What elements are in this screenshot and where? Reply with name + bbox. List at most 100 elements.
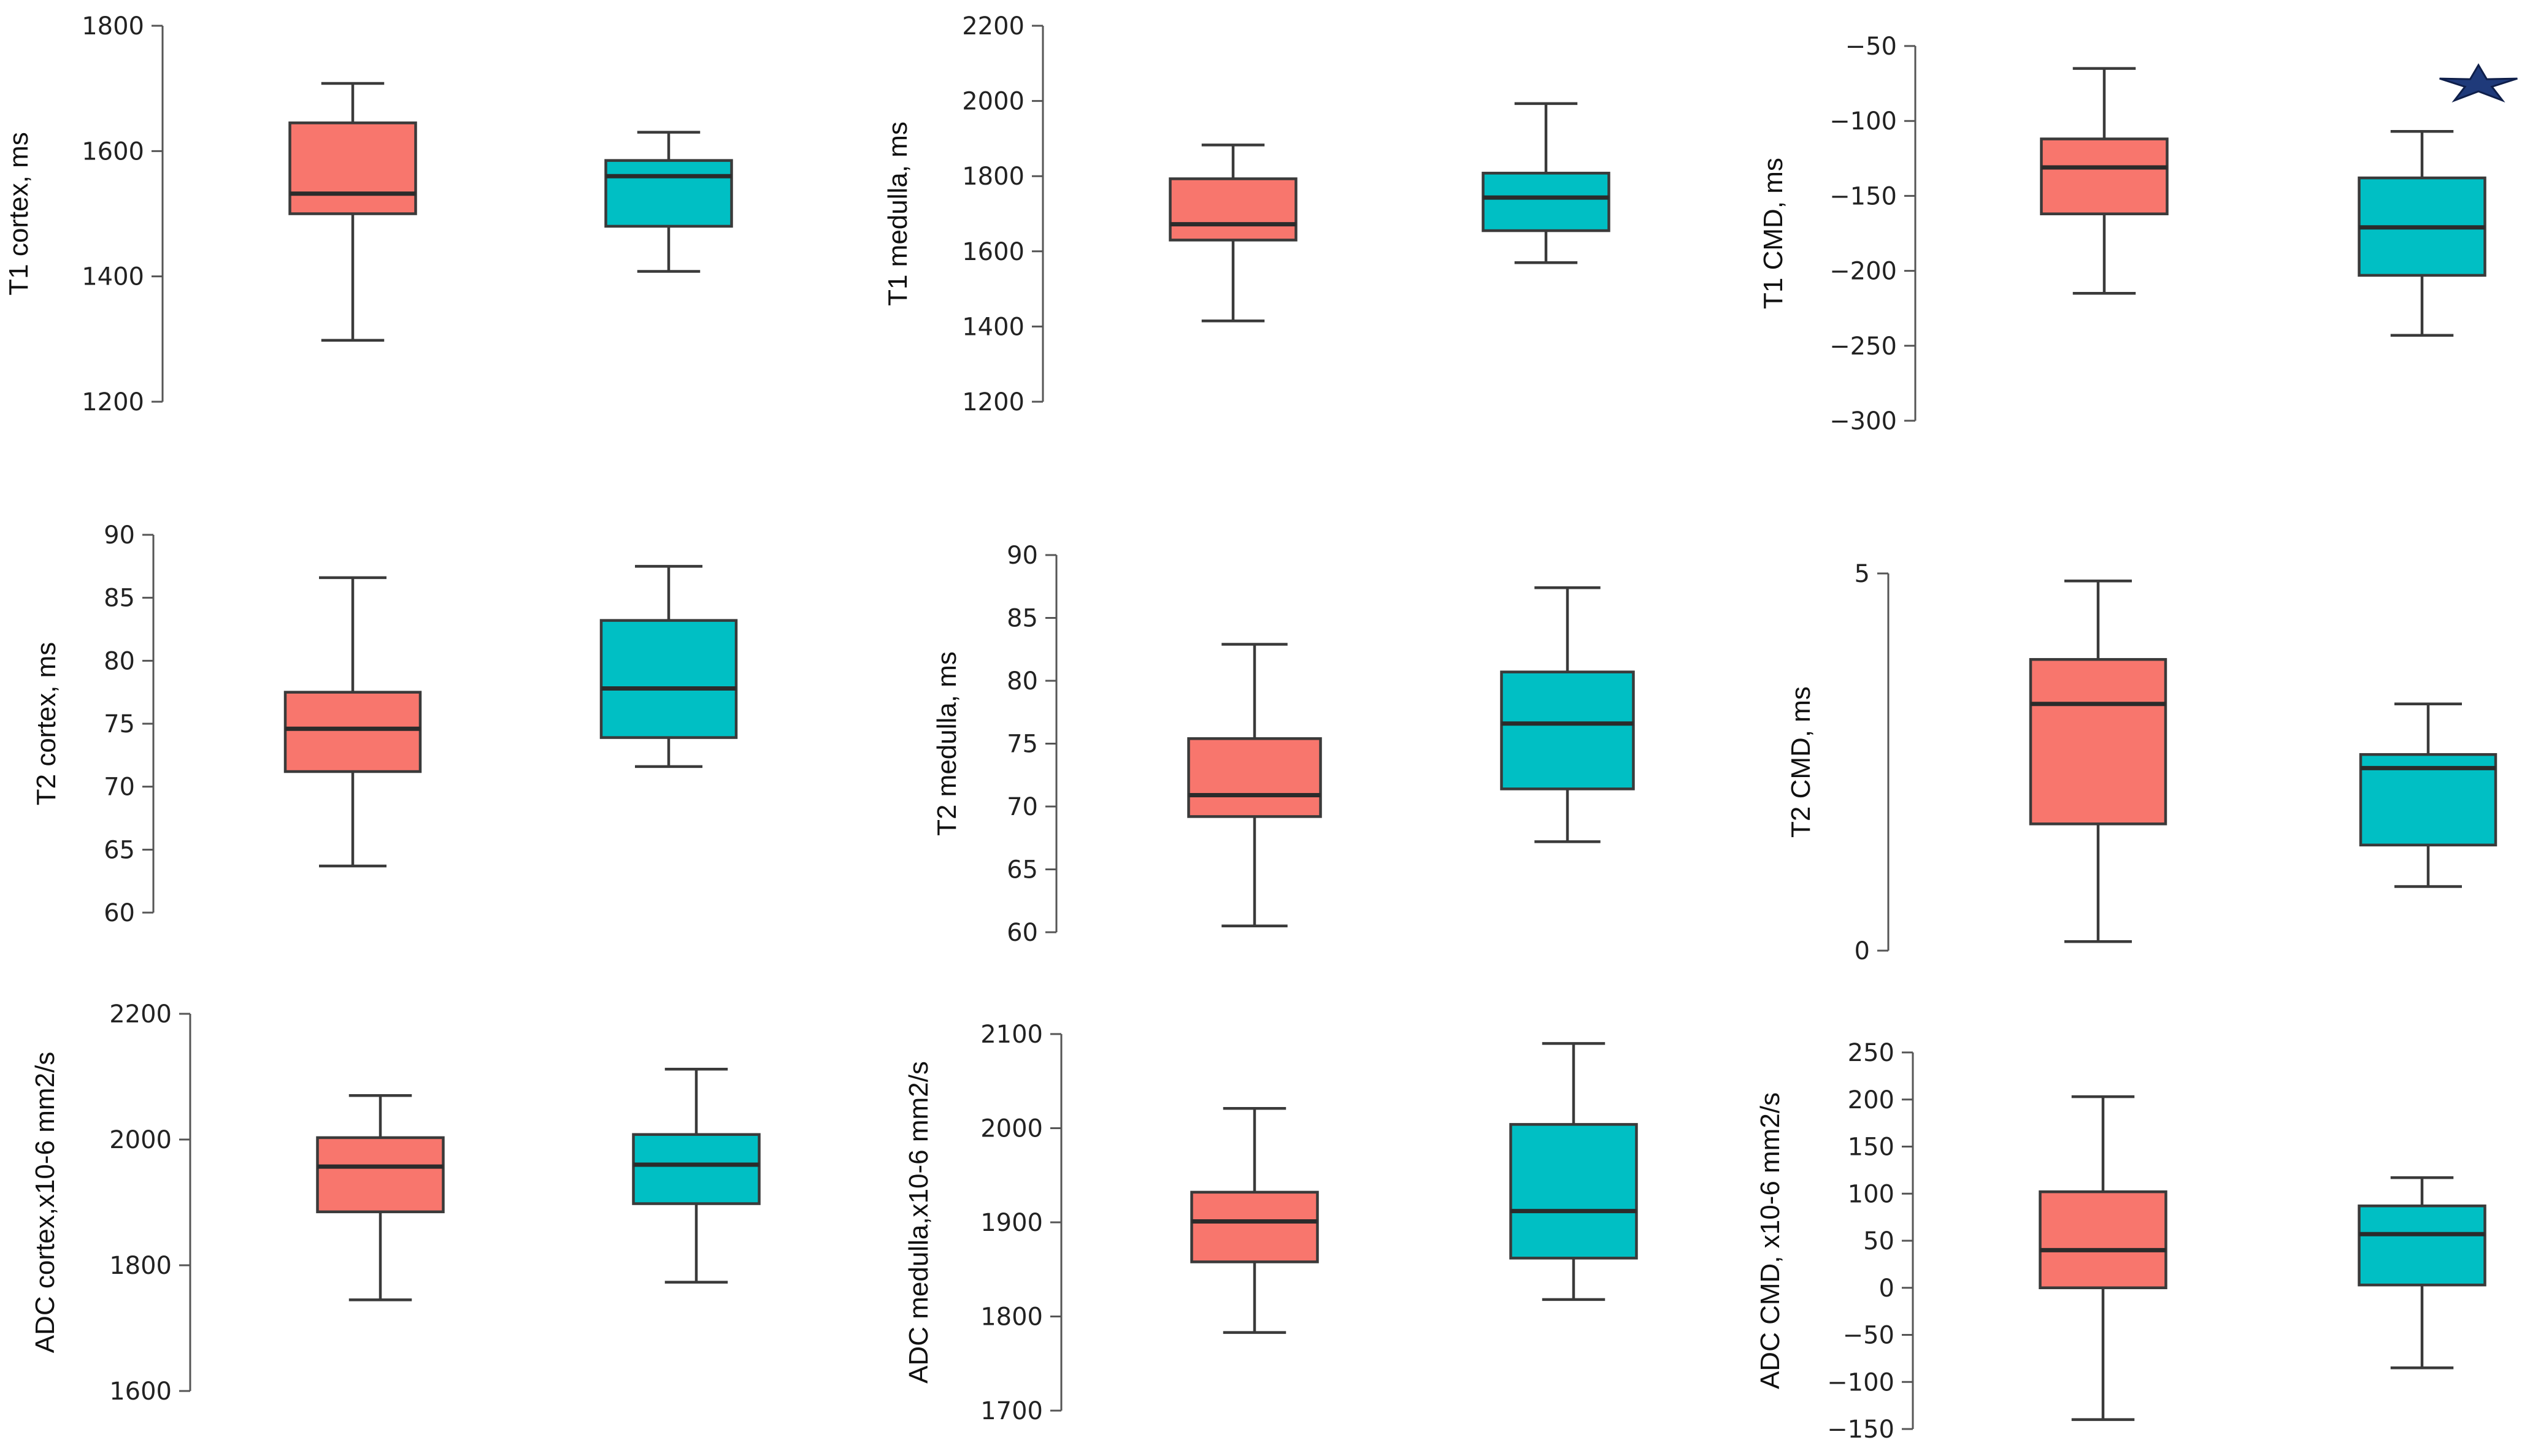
y-tick-label: 2000	[980, 1115, 1043, 1143]
y-axis-title: T2 CMD, ms	[1786, 686, 1816, 838]
y-tick-label: 70	[1007, 793, 1038, 821]
box-group_a	[1169, 144, 1298, 323]
y-tick-label: 1600	[109, 1377, 172, 1406]
y-tick-label: 1200	[82, 388, 144, 416]
y-tick-label: 2200	[109, 1000, 172, 1029]
box-group_b	[2358, 130, 2486, 337]
box-group_b	[1509, 1042, 1638, 1301]
y-tick-label: 90	[1007, 542, 1038, 570]
iqr-box	[283, 691, 422, 773]
y-tick-label: −150	[1829, 182, 1897, 210]
box-group_a	[2039, 1095, 2167, 1421]
y-tick-label: 1800	[109, 1252, 172, 1280]
y-tick-label: 60	[104, 899, 135, 927]
y-tick-label: −300	[1829, 407, 1897, 435]
y-tick-label: 75	[1007, 730, 1038, 759]
y-tick-label: 2100	[980, 1021, 1043, 1049]
box-group_b	[604, 131, 733, 273]
y-tick-label: −100	[1829, 107, 1897, 136]
y-tick-label: 65	[104, 836, 135, 864]
iqr-box	[288, 121, 417, 215]
chart-panel-9: −150 −100 −50 0 50 100 150 200 250 ADC CMD, x10-6…	[1755, 1039, 2486, 1444]
y-tick-label: 250	[1848, 1039, 1894, 1067]
iqr-box	[632, 1133, 761, 1205]
box-group_b	[599, 565, 738, 768]
chart-panel-3: −300 −250 −200 −150 −100 −50 T1 CMD, ms	[1758, 33, 2518, 435]
y-tick-label: 1800	[82, 12, 144, 40]
y-axis-title: T1 CMD, ms	[1758, 158, 1788, 309]
y-tick-label: 0	[1855, 937, 1870, 965]
y-tick-label: 150	[1848, 1133, 1894, 1162]
y-tick-label: −250	[1829, 332, 1897, 361]
y-tick-label: 1200	[962, 388, 1025, 416]
y-axis-title: T2 medulla, ms	[932, 651, 962, 836]
iqr-box	[1190, 1190, 1319, 1263]
y-tick-label: −150	[1827, 1416, 1894, 1444]
y-axis-title: T1 cortex, ms	[4, 132, 34, 296]
iqr-box	[316, 1136, 445, 1214]
chart-panel-4: 60 65 70 75 80 85 90 T2 cortex, ms	[31, 521, 738, 927]
y-tick-label: 2000	[109, 1126, 172, 1154]
iqr-box	[604, 159, 733, 228]
chart-panel-6: 0 5 T2 CMD, ms	[1786, 560, 2497, 965]
y-tick-label: −50	[1843, 1322, 1894, 1350]
iqr-box	[1187, 737, 1322, 818]
iqr-box	[2029, 657, 2167, 826]
box-group_b	[1482, 102, 1610, 264]
y-tick-label: −200	[1829, 258, 1897, 286]
box-group_b	[2359, 702, 2497, 888]
y-tick-label: 90	[104, 521, 135, 550]
chart-panel-2: 1200 1400 1600 1800 2000 2200 T1 medulla, ms	[883, 12, 1610, 416]
box-group_a	[1187, 643, 1322, 927]
y-tick-label: 1400	[82, 263, 144, 291]
box-group_a	[316, 1094, 445, 1301]
y-tick-label: 1600	[82, 137, 144, 166]
y-tick-label: 80	[1007, 667, 1038, 695]
y-tick-label: 50	[1863, 1227, 1894, 1255]
iqr-box	[1500, 670, 1635, 791]
box-group_b	[1500, 586, 1635, 843]
y-axis-title: ADC cortex,x10-6 mm2/s	[30, 1052, 60, 1353]
y-tick-label: 80	[104, 647, 135, 675]
chart-panel-8: 1700 1800 1900 2000 2100 ADC medulla,x10-6 mm…	[904, 1021, 1638, 1425]
y-tick-label: 200	[1848, 1086, 1894, 1114]
box-group_a	[288, 82, 417, 342]
box-group_b	[632, 1067, 761, 1284]
y-tick-label: 1800	[962, 163, 1025, 191]
y-tick-label: 65	[1007, 856, 1038, 884]
y-tick-label: −50	[1845, 33, 1897, 61]
chart-panel-1: 1200 1400 1600 1800 T1 cortex, ms	[4, 12, 733, 416]
box-group_a	[283, 576, 422, 868]
y-tick-label: 75	[104, 710, 135, 738]
box-group_a	[2029, 580, 2167, 943]
iqr-box	[599, 619, 738, 739]
y-tick-label: 5	[1855, 560, 1870, 588]
chart-panel-7: 1600 1800 2000 2200 ADC cortex,x10-6 mm2/s	[30, 1000, 761, 1406]
box-group_a	[1190, 1107, 1319, 1334]
iqr-box	[1509, 1123, 1638, 1260]
box-group_b	[2358, 1176, 2486, 1370]
iqr-box	[2039, 1190, 2167, 1290]
y-tick-label: 70	[104, 773, 135, 802]
significance-star-icon	[2439, 63, 2518, 103]
y-tick-label: 85	[104, 584, 135, 613]
y-tick-label: 1600	[962, 238, 1025, 266]
iqr-box	[2040, 137, 2169, 215]
y-tick-label: 0	[1879, 1274, 1894, 1303]
y-tick-label: 1800	[980, 1303, 1043, 1331]
y-tick-label: −100	[1827, 1368, 1894, 1397]
iqr-box	[1169, 177, 1298, 242]
y-tick-label: 85	[1007, 605, 1038, 633]
y-axis-title: T1 medulla, ms	[883, 121, 913, 306]
y-tick-label: 1400	[962, 313, 1025, 341]
chart-panel-5: 60 65 70 75 80 85 90 T2 medulla, ms	[932, 542, 1635, 947]
box-group_a	[2040, 67, 2169, 295]
iqr-box	[2358, 1204, 2486, 1287]
y-tick-label: 2200	[962, 12, 1025, 40]
y-axis-title: ADC medulla,x10-6 mm2/s	[904, 1061, 934, 1384]
y-axis-title: T2 cortex, ms	[31, 642, 61, 806]
y-tick-label: 100	[1848, 1180, 1894, 1208]
y-tick-label: 1700	[980, 1397, 1043, 1425]
y-axis-title: ADC CMD, x10-6 mm2/s	[1755, 1092, 1785, 1389]
